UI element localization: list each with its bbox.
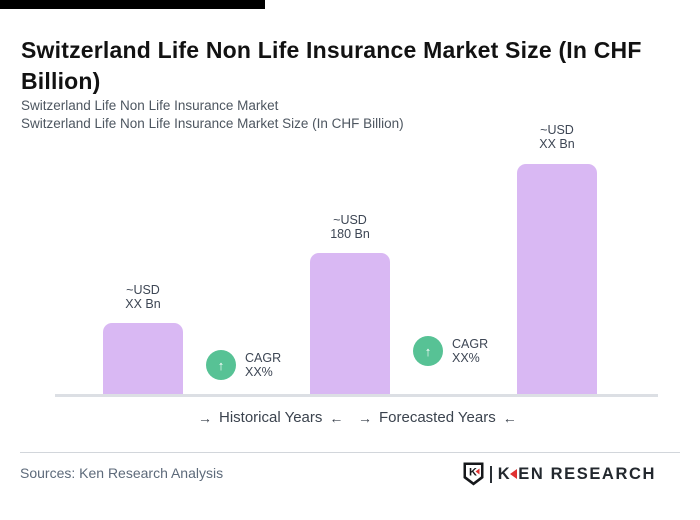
bar-forecast bbox=[517, 164, 597, 394]
right-arrow-icon: → bbox=[358, 409, 372, 426]
bar-value-label: ~USD XX Bn bbox=[497, 123, 617, 151]
bar-historical bbox=[103, 323, 183, 394]
logo-k-letter: K bbox=[497, 464, 512, 483]
sources-text: Sources: Ken Research Analysis bbox=[20, 465, 224, 481]
historical-years-label: Historical Years bbox=[219, 409, 323, 426]
logo-rest: EN RESEARCH bbox=[518, 464, 656, 483]
shield-icon: K bbox=[463, 462, 484, 486]
bar3-label-line2: XX Bn bbox=[539, 137, 575, 151]
cagr-label: CAGR XX% bbox=[452, 337, 488, 365]
bar2-label-line1: ~USD bbox=[333, 213, 367, 227]
page-title: Switzerland Life Non Life Insurance Mark… bbox=[21, 37, 642, 95]
axis-label-forecasted: → Forecasted Years ← bbox=[358, 409, 517, 426]
cagr-label: CAGR XX% bbox=[245, 351, 281, 379]
arrow-up-icon: ↑ bbox=[424, 343, 432, 359]
x-axis-line bbox=[55, 394, 658, 397]
bar2-label-line2: 180 Bn bbox=[330, 227, 370, 241]
bar-value-label: ~USD 180 Bn bbox=[290, 213, 410, 241]
cagr2-line1: CAGR bbox=[452, 337, 489, 351]
right-arrow-icon: → bbox=[198, 409, 212, 426]
bar1-label-line1: ~USD bbox=[126, 283, 160, 297]
left-arrow-icon: ← bbox=[329, 409, 344, 426]
logo-separator bbox=[489, 465, 492, 483]
growth-arrow-badge: ↑ bbox=[206, 350, 236, 380]
cagr2-line2: XX% bbox=[452, 351, 480, 365]
bar-value-label: ~USD XX Bn bbox=[83, 283, 203, 311]
subtitle-line-1: Switzerland Life Non Life Insurance Mark… bbox=[21, 98, 279, 113]
footer-divider bbox=[20, 452, 680, 453]
bar-middle bbox=[310, 253, 390, 394]
chart-subtitle: Switzerland Life Non Life Insurance Mark… bbox=[21, 97, 404, 133]
svg-text:K: K bbox=[469, 467, 477, 479]
forecasted-years-label: Forecasted Years bbox=[379, 409, 496, 426]
cagr1-line1: CAGR bbox=[245, 351, 282, 365]
bar3-label-line1: ~USD bbox=[540, 123, 574, 137]
left-arrow-icon: ← bbox=[502, 409, 517, 426]
cagr1-line2: XX% bbox=[245, 365, 273, 379]
ken-research-logo: K K EN RESEARCH bbox=[463, 461, 656, 487]
logo-wordmark: K EN RESEARCH bbox=[498, 465, 656, 484]
bar1-label-line2: XX Bn bbox=[125, 297, 161, 311]
arrow-up-icon: ↑ bbox=[217, 357, 225, 373]
top-black-bar bbox=[0, 0, 265, 9]
red-triangle-icon bbox=[510, 469, 518, 479]
growth-arrow-badge: ↑ bbox=[413, 336, 443, 366]
axis-label-historical: → Historical Years ← bbox=[198, 409, 343, 426]
subtitle-line-2: Switzerland Life Non Life Insurance Mark… bbox=[21, 116, 404, 131]
